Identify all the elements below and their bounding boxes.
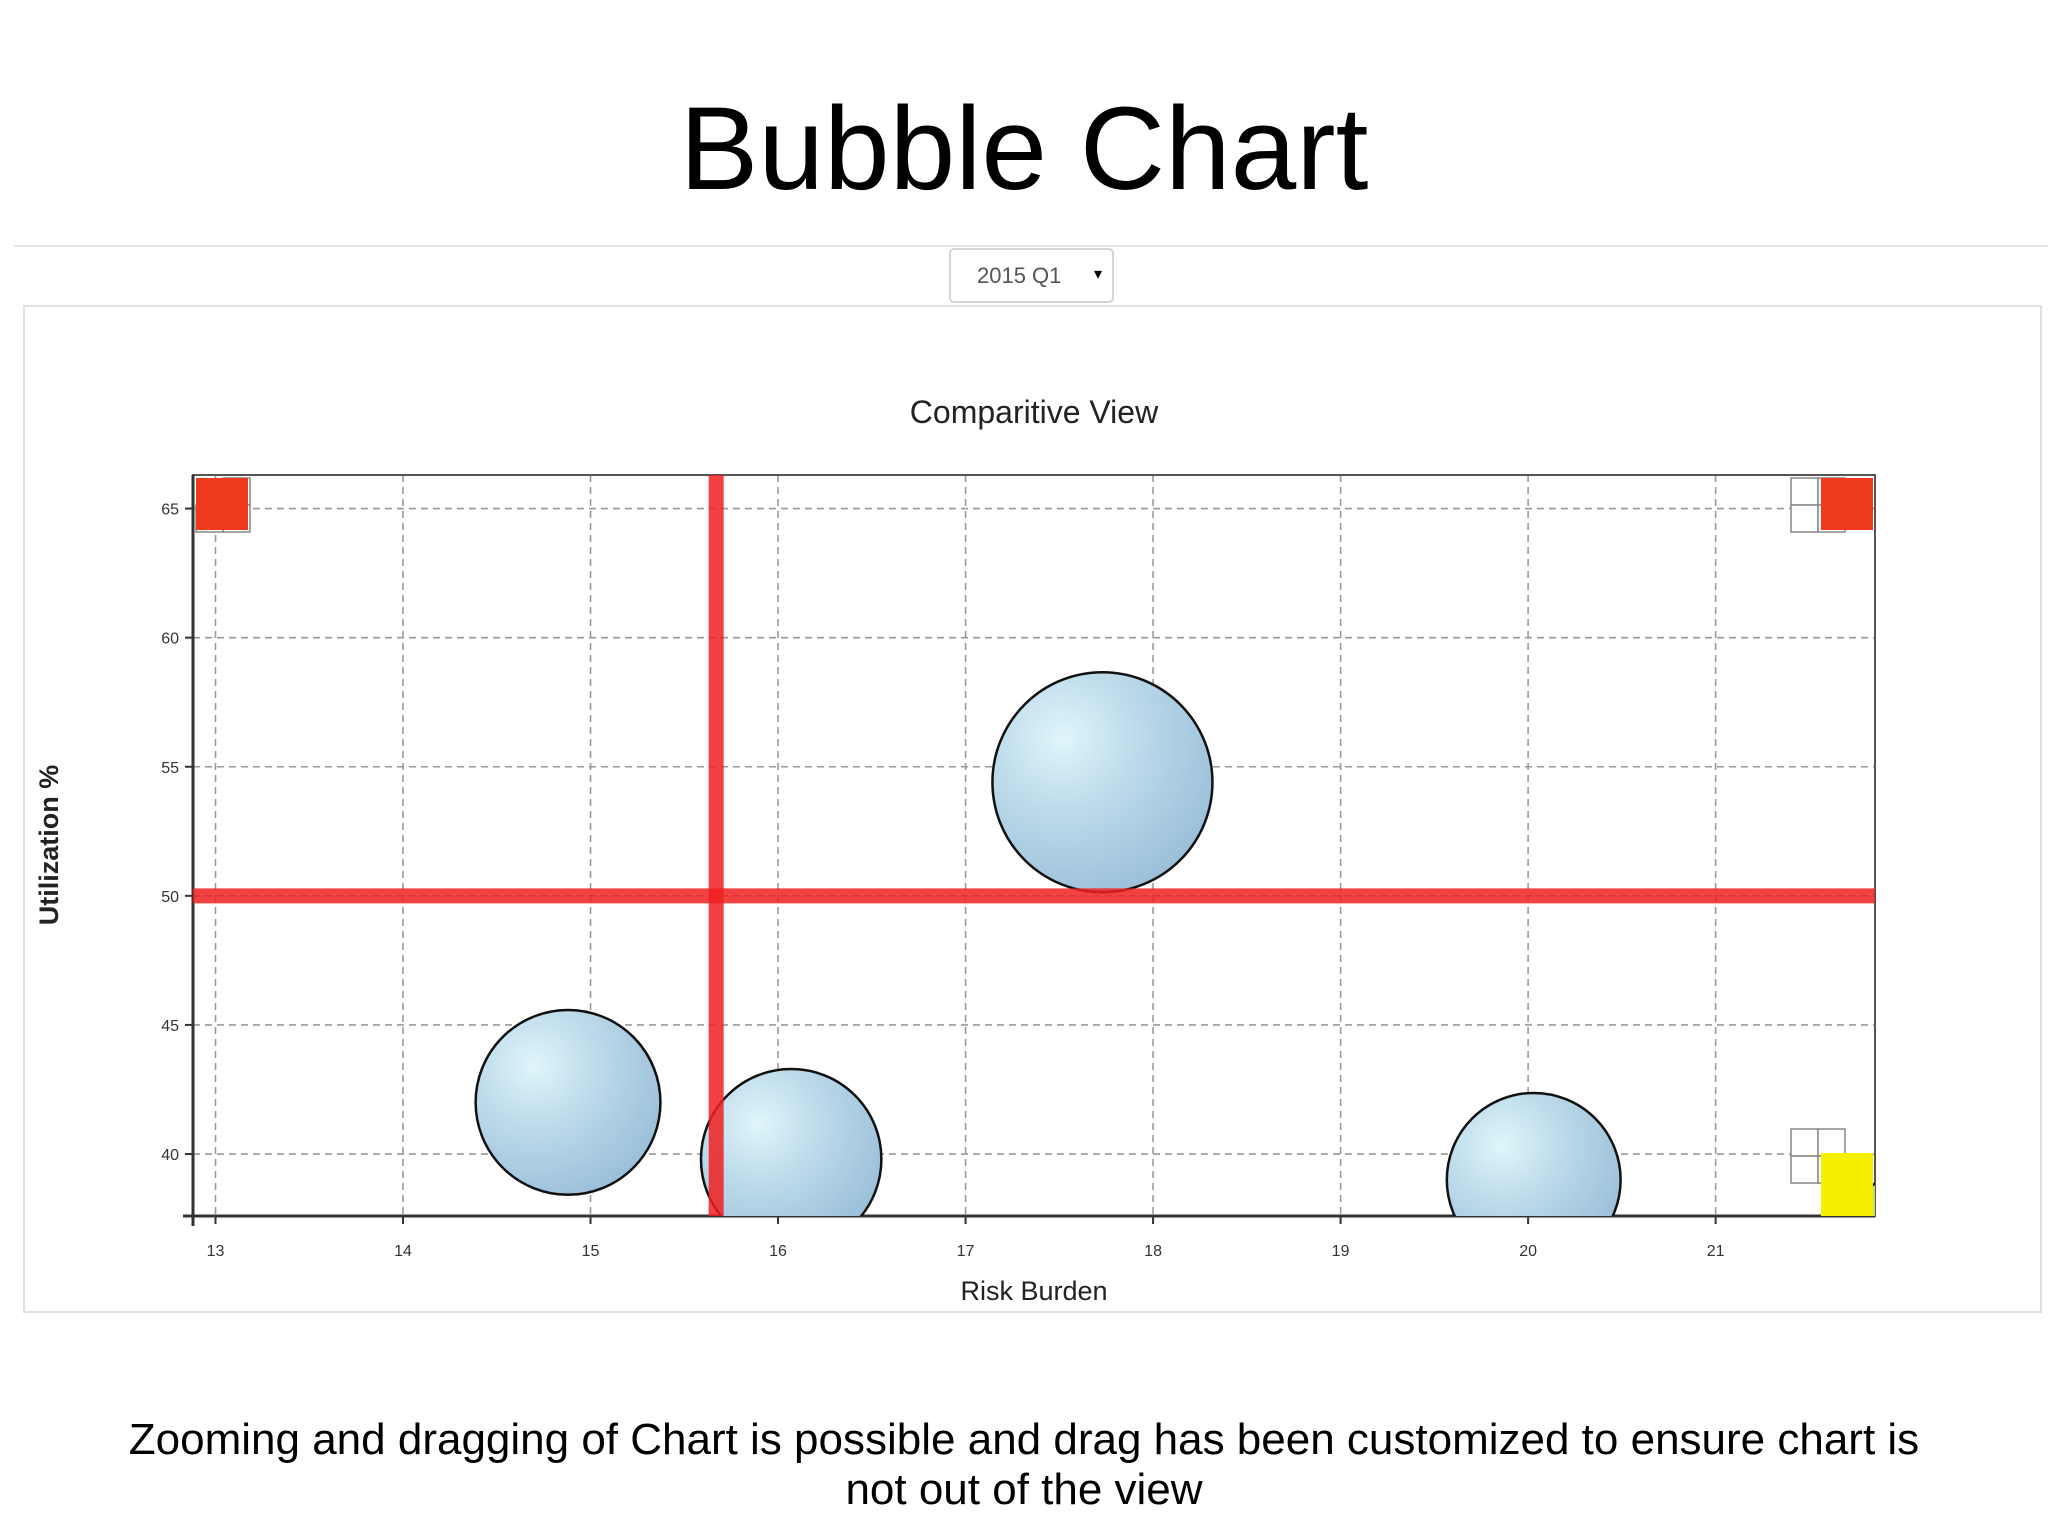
chart-title: Comparitive View	[910, 394, 1159, 430]
marker-cell	[1790, 1128, 1819, 1157]
bubble-3[interactable]	[699, 1067, 883, 1249]
marker-cell	[1817, 1128, 1846, 1157]
caption-line-1: Zooming and dragging of Chart is possibl…	[128, 1415, 1920, 1464]
x-axis-label: Risk Burden	[960, 1276, 1107, 1306]
axes: 13 14 15 16 17 18 19 20 21 40 45 50 55 60 65	[161, 474, 1876, 1260]
marker-cell	[1790, 477, 1819, 506]
x-tick-label: 13	[207, 1243, 225, 1260]
x-tick-label: 18	[1144, 1243, 1162, 1260]
x-tick-label: 19	[1332, 1243, 1350, 1260]
caption: Zooming and dragging of Chart is possibl…	[0, 1415, 2048, 1515]
y-tick-label: 50	[161, 889, 179, 906]
x-tick-label: 16	[769, 1243, 787, 1260]
y-tick-label: 55	[161, 760, 179, 777]
x-tick-label: 21	[1707, 1243, 1725, 1260]
bubble-chart[interactable]: Comparitive View 13 14 15 16 17 18 19 20 21 40 45 5…	[0, 0, 2048, 1320]
corner-marker-top-right[interactable]	[1790, 477, 1873, 533]
bubble-2[interactable]	[474, 1008, 662, 1197]
marker-fill	[196, 478, 248, 530]
marker-fill	[1821, 478, 1873, 530]
x-tick-label: 17	[957, 1243, 975, 1260]
bubble-1[interactable]	[991, 670, 1214, 894]
chevron-down-icon: ▾	[1093, 266, 1102, 283]
x-tick-label: 20	[1519, 1243, 1537, 1260]
y-tick-label: 65	[161, 502, 179, 519]
corner-marker-bottom-right[interactable]	[1790, 1128, 1873, 1216]
x-tick-label: 14	[394, 1243, 412, 1260]
corner-marker-top-left[interactable]	[195, 477, 251, 533]
bubbles[interactable]	[474, 670, 1999, 1320]
y-tick-label: 40	[161, 1147, 179, 1164]
marker-cell	[1790, 504, 1819, 533]
caption-line-2: not out of the view	[845, 1465, 1203, 1514]
x-tick-label: 15	[582, 1243, 600, 1260]
y-tick-label: 45	[161, 1018, 179, 1035]
quarter-select[interactable]: 2015 Q1 ▾	[949, 248, 1114, 303]
title-divider	[14, 245, 2048, 247]
marker-cell	[1790, 1155, 1819, 1184]
bubble-4[interactable]	[1445, 1091, 1622, 1267]
reference-lines	[193, 475, 1875, 1216]
y-tick-label: 60	[161, 631, 179, 648]
quarter-select-value: 2015 Q1	[977, 262, 1062, 288]
slide-title: Bubble Chart	[679, 83, 1369, 215]
marker-fill	[1821, 1153, 1873, 1216]
corner-markers	[195, 477, 1873, 1216]
y-axis-label: Utilization %	[34, 765, 64, 926]
